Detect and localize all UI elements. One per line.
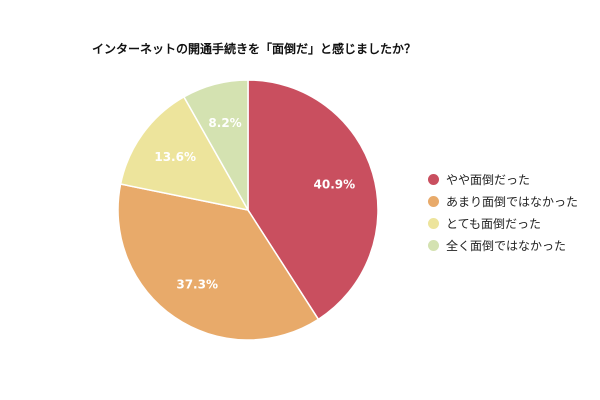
- legend-label: とても面倒だった: [446, 216, 542, 231]
- legend-item: やや面倒だった: [428, 168, 578, 190]
- slice-data-label: 8.2%: [208, 116, 241, 130]
- legend-swatch: [428, 217, 439, 229]
- chart-title: インターネットの開通手続きを「面倒だ」と感じましたか？: [92, 42, 417, 56]
- pie-data-labels: 40.9% 37.3% 13.6% 8.2%: [154, 116, 355, 291]
- pie-slice: [182, 79, 249, 213]
- pie-slice: [117, 183, 320, 341]
- legend-swatch: [428, 239, 439, 251]
- pie-slice: [119, 95, 250, 212]
- legend-swatch: [428, 195, 439, 207]
- slice-data-label: 40.9%: [314, 178, 356, 192]
- legend-item: とても面倒だった: [428, 212, 578, 234]
- legend-item: あまり面倒ではなかった: [428, 190, 578, 212]
- legend-item: 全く面倒ではなかった: [428, 234, 578, 256]
- legend: やや面倒だったあまり面倒ではなかった とても面倒だった全く面倒ではなかった: [428, 168, 578, 256]
- legend-swatch: [428, 173, 439, 185]
- legend-label: あまり面倒ではなかった: [446, 194, 579, 209]
- slice-data-label: 13.6%: [154, 150, 196, 164]
- slice-data-label: 37.3%: [176, 277, 218, 291]
- legend-label: 全く面倒ではなかった: [446, 238, 567, 253]
- pie-slices: [117, 79, 379, 341]
- legend-label: やや面倒だった: [446, 172, 531, 187]
